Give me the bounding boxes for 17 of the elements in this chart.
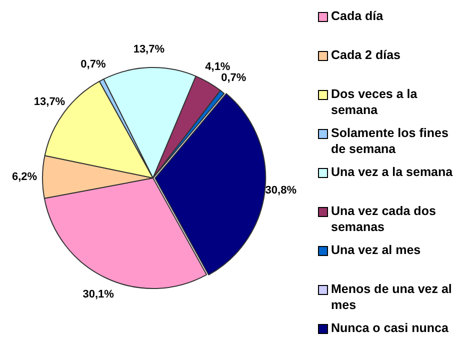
legend-label: Una vez al mes [331, 242, 421, 258]
legend-label: Una vez cada dos semanas [331, 203, 437, 235]
data-label: 4,1% [205, 60, 230, 73]
legend-label: Solamente los fines de semana [331, 125, 450, 157]
data-label: 0,7% [80, 58, 106, 70]
data-label: 13,7% [133, 44, 165, 56]
data-label: 6,2% [12, 170, 38, 183]
data-label: 30,1% [82, 288, 114, 300]
legend-label: Cada día [331, 8, 384, 24]
data-label: 0,7% [221, 72, 246, 84]
legend-label: Menos de una vez al mes [331, 281, 453, 313]
data-label: 30,8% [265, 184, 297, 196]
legend-label: Dos veces a la semana [331, 86, 418, 118]
legend-label: Cada 2 días [331, 47, 400, 63]
data-label: 13,7% [34, 96, 66, 108]
legend-label: Nunca o casi nunca [331, 320, 448, 336]
legend-label: Una vez a la semana [331, 164, 453, 180]
